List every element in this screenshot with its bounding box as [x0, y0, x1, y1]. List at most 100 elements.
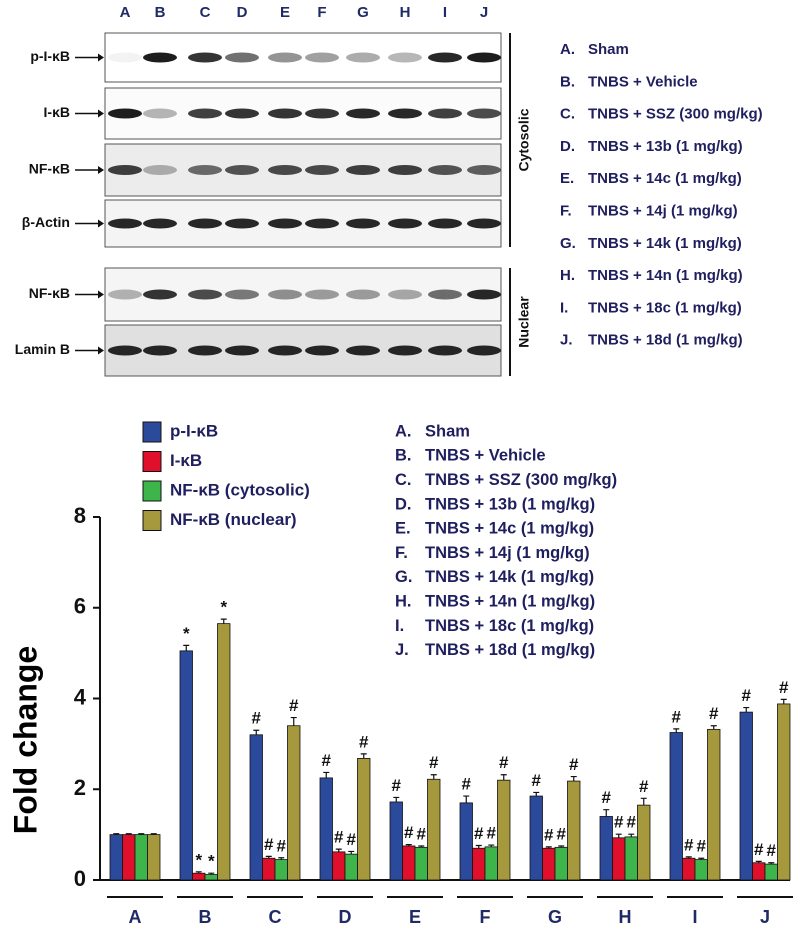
error-bar [430, 774, 437, 780]
blot-band [346, 289, 380, 300]
group-name: TNBS + 14k (1 mg/kg) [425, 568, 594, 586]
group-key: D. [560, 138, 575, 155]
blot-band [428, 345, 462, 356]
blot-band [467, 52, 501, 63]
error-bar [545, 846, 552, 849]
blot-band [388, 52, 422, 63]
blot-band [188, 289, 222, 300]
blot-band [143, 218, 177, 229]
lane-label: F [317, 4, 326, 21]
blot-band [108, 289, 142, 300]
blot-band [188, 165, 222, 175]
significance-marker: # [417, 824, 427, 843]
row-label: β-Actin [22, 214, 70, 230]
error-bar [768, 862, 775, 865]
significance-marker: # [709, 704, 719, 723]
blot-band [305, 345, 339, 356]
row-label: NF-κB [29, 285, 70, 301]
row-label: Lamin B [15, 341, 70, 357]
error-bar [220, 618, 227, 624]
significance-marker: # [334, 828, 344, 847]
bar [217, 623, 231, 881]
y-tick-label: 8 [74, 503, 86, 528]
error-bar [780, 698, 787, 704]
error-bar [463, 795, 470, 803]
group-key: C. [395, 471, 412, 489]
significance-marker: # [614, 813, 624, 832]
error-bar [710, 725, 717, 730]
x-tick-label: I [692, 907, 697, 927]
significance-marker: # [429, 753, 439, 772]
blot-band [428, 165, 462, 175]
row-label: I-κB [44, 104, 70, 120]
bar [694, 859, 708, 881]
blot-band [388, 289, 422, 300]
group-key: I. [395, 617, 404, 635]
bar [777, 703, 791, 881]
compartment-label: Cytosolic [516, 108, 532, 171]
group-name: TNBS + 18c (1 mg/kg) [588, 299, 742, 316]
blot-band [225, 289, 259, 300]
legend-label: NF-κB (cytosolic) [170, 480, 310, 499]
bar [567, 780, 581, 881]
blot-band [225, 52, 259, 63]
bar [134, 834, 148, 881]
legend-label: p-I-κB [170, 421, 218, 440]
error-bar [603, 809, 610, 817]
blot-band [346, 345, 380, 356]
bar [612, 837, 626, 881]
lane-label: J [480, 4, 488, 21]
blot-band [268, 218, 302, 229]
blot-band [467, 218, 501, 229]
row-label: NF-κB [29, 161, 70, 177]
error-bar [405, 844, 412, 846]
lane-label: H [400, 4, 411, 21]
significance-marker: # [557, 824, 567, 843]
bar [752, 862, 766, 881]
bar [637, 804, 651, 881]
error-bar [138, 833, 145, 835]
error-bar [698, 857, 705, 860]
blot-band [428, 108, 462, 119]
blot-band [346, 52, 380, 63]
error-bar [150, 833, 157, 835]
blot-band [108, 108, 142, 119]
x-tick-label: G [548, 907, 562, 927]
blot-band [346, 165, 380, 175]
lane-label: A [120, 4, 131, 21]
y-tick-label: 4 [74, 684, 87, 709]
blot-band [143, 289, 177, 300]
significance-marker: # [544, 825, 554, 844]
significance-marker: # [474, 824, 484, 843]
error-bar [393, 796, 400, 802]
error-bar [685, 856, 692, 859]
group-key: J. [395, 641, 409, 659]
bar [262, 857, 276, 881]
blot-band [188, 345, 222, 356]
error-bar [253, 729, 260, 735]
significance-marker: # [462, 775, 472, 794]
bar [554, 846, 568, 881]
group-key: H. [395, 592, 412, 610]
significance-marker: # [532, 771, 542, 790]
group-key: B. [395, 447, 412, 465]
group-name: TNBS + 14n (1 mg/kg) [425, 592, 595, 610]
group-key: B. [560, 73, 575, 90]
group-name: TNBS + 14j (1 mg/kg) [588, 202, 738, 219]
legend-swatch [142, 480, 162, 502]
bar [192, 872, 206, 881]
blot-band [268, 289, 302, 300]
blot-band [428, 218, 462, 229]
x-tick-label: E [409, 907, 421, 927]
blot-band [268, 52, 302, 63]
significance-marker: # [487, 824, 497, 843]
group-key: F. [395, 544, 408, 562]
bar [319, 777, 333, 881]
significance-marker: # [289, 696, 299, 715]
row-arrowhead [98, 53, 104, 62]
bar [427, 778, 441, 881]
bar [542, 847, 556, 881]
blot-band [428, 289, 462, 300]
